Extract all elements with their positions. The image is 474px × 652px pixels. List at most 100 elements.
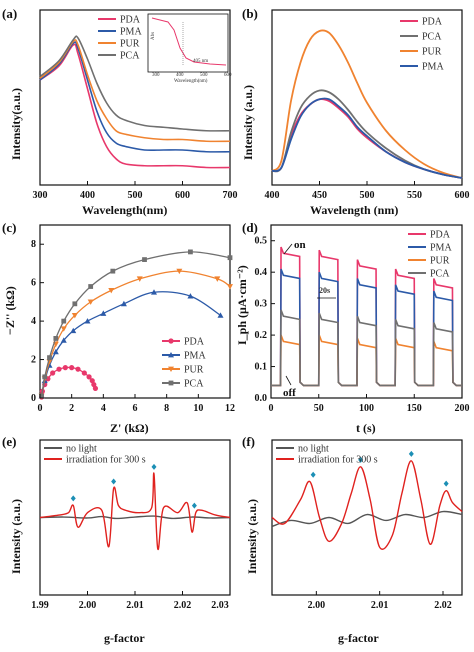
panel-b-legend-label: PCA <box>422 32 442 43</box>
panel-d-xtick-label: 100 <box>359 403 374 414</box>
panel-c-legend-label: PDA <box>184 337 205 348</box>
panel-c-label: (c) <box>2 220 16 235</box>
panel-d-legend-label: PMA <box>430 243 452 254</box>
panel-b-legend-label: PMA <box>422 62 444 73</box>
panel-c-point-PDA <box>69 365 75 371</box>
panel-b-xtick-label: 600 <box>455 190 470 201</box>
panel-c-ytick-label: 4 <box>31 316 36 327</box>
panel-e-xtick-label: 2.03 <box>211 600 229 611</box>
panel-c-xtick-label: 8 <box>164 403 169 414</box>
inset-ylabel: Abs <box>151 32 156 40</box>
panel-d-ytick-label: 0.3 <box>255 299 268 310</box>
inset-curve <box>151 17 227 66</box>
panel-d-xtick-label: 0 <box>269 403 274 414</box>
panel-f-xlabel: g-factor <box>338 631 379 645</box>
panel-c-point-PCA <box>110 268 116 274</box>
inset-xtick-label: 500 <box>200 73 208 78</box>
panel-f-series-no-light <box>271 510 463 528</box>
inset-xtick-label: 600 <box>224 73 232 78</box>
panel-e-xtick-label: 1.99 <box>31 600 49 611</box>
panel-e-xtick-label: 2.01 <box>126 600 144 611</box>
panel-a-xtick-label: 700 <box>223 190 238 201</box>
panel-c-point-PCA <box>47 355 52 361</box>
panel-a-xlabel: Wavelength(nm) <box>82 203 167 217</box>
panel-d-ytick-label: 0.5 <box>255 236 268 247</box>
panel-c-point-PMA <box>217 312 224 318</box>
panel-c-point-PDA <box>92 385 99 391</box>
panel-d-legend-label: PDA <box>430 230 451 241</box>
panel-c-legend-marker <box>168 352 174 358</box>
panel-c-legend-marker <box>168 380 174 386</box>
panel-d-off-arrow <box>285 375 292 386</box>
panel-c-point-PMA <box>70 327 77 334</box>
panel-c-point-PCA <box>53 336 59 341</box>
panel-a-legend-label: PDA <box>120 15 141 26</box>
panel-d-xtick-label: 50 <box>314 403 324 414</box>
panel-e-ylabel: Intensity (a.u.) <box>9 499 23 574</box>
inset-xlabel: Wavelength(nm) <box>174 79 208 84</box>
panel-e-peak-marker <box>70 495 76 502</box>
panel-d-ylabel: I_ph (μA·cm⁻²) <box>235 265 249 345</box>
panel-e-legend-label: irradiation for 300 s <box>66 455 146 466</box>
panel-b-legend-label: PUR <box>422 47 442 58</box>
panel-b-xtick-label: 450 <box>312 190 327 201</box>
panel-c-point-PMA <box>120 300 127 307</box>
panel-c-point-PDA <box>81 370 87 376</box>
panel-a-xtick-label: 500 <box>128 190 143 201</box>
panel-b-xlabel: Wavelength (nm) <box>310 203 398 217</box>
panel-c-xtick-label: 4 <box>101 403 106 414</box>
panel-f-legend-label: irradiation for 300 s <box>298 455 378 466</box>
panel-c-point-PCA <box>42 374 48 380</box>
panel-d-xtick-label: 150 <box>407 403 422 414</box>
panel-d-ytick-label: 0.1 <box>255 362 268 373</box>
panel-c-point-PUR <box>60 326 67 332</box>
panel-c-point-PMA <box>52 348 59 355</box>
panel-f-series-irradiation-for-300-s <box>271 460 463 550</box>
panel-c-point-PDA <box>86 374 92 380</box>
panel-b-xtick-label: 400 <box>265 190 280 201</box>
panel-c-point-PUR <box>87 299 94 305</box>
panel-d-ytick-label: 0.4 <box>255 267 268 278</box>
panel-c-point-PMA <box>187 293 194 299</box>
panel-c-point-PCA <box>142 257 147 262</box>
panel-b-label: (b) <box>242 6 258 21</box>
panel-c-xtick-label: 6 <box>133 403 138 414</box>
panel-a-xtick-label: 400 <box>80 190 95 201</box>
panel-c-ytick-label: 2 <box>31 355 36 366</box>
panel-a: (a) 405 nm Abs Wavelength(nm) 300 400 500 6… <box>2 6 238 217</box>
panel-a-xtick-label: 300 <box>33 190 48 201</box>
panel-c-point-PMA <box>84 318 91 324</box>
panel-c-xtick-label: 0 <box>38 403 43 414</box>
panel-c-xtick-label: 2 <box>69 403 74 414</box>
panel-f-peak-marker <box>408 450 414 457</box>
panel-b-legend-label: PDA <box>422 17 443 28</box>
panel-e-legend-label: no light <box>66 444 97 455</box>
panel-b-series-PMA <box>271 97 463 179</box>
panel-d-legend-label: PCA <box>430 269 450 280</box>
panel-c-xtick-label: 12 <box>225 403 235 414</box>
panel-d-xlabel: t (s) <box>356 421 376 435</box>
panel-b-xtick-label: 500 <box>360 190 375 201</box>
panel-c-ytick-label: 6 <box>31 278 36 289</box>
panel-c-ytick-label: 8 <box>31 239 36 250</box>
panel-f-legend-label: no light <box>298 444 329 455</box>
panel-c-point-PUR <box>214 276 221 282</box>
panel-a-legend-label: PMA <box>120 27 142 38</box>
panel-f-peak-marker <box>443 480 449 487</box>
panel-c-point-PDA <box>75 366 81 372</box>
panel-f-peak-marker <box>310 471 316 478</box>
panel-c-point-PUR <box>176 268 183 275</box>
panel-c-ylabel: −Z'' (kΩ) <box>3 286 17 335</box>
panel-a-legend-label: PCA <box>120 51 140 62</box>
panel-e-xtick-label: 2.02 <box>174 600 192 611</box>
panel-c-point-PCA <box>61 318 67 324</box>
panel-b-series-PUR <box>271 29 463 179</box>
panel-c-point-PUR <box>136 276 143 282</box>
panel-b-series-PDA <box>271 98 463 179</box>
panel-c-point-PCA <box>39 393 44 399</box>
panel-a-ylabel: Intensity(a.u.) <box>9 88 23 160</box>
panel-a-legend-label: PUR <box>120 39 140 50</box>
panel-d-ytick-label: 0.0 <box>255 393 268 404</box>
panel-f-peak-marker <box>358 456 364 463</box>
